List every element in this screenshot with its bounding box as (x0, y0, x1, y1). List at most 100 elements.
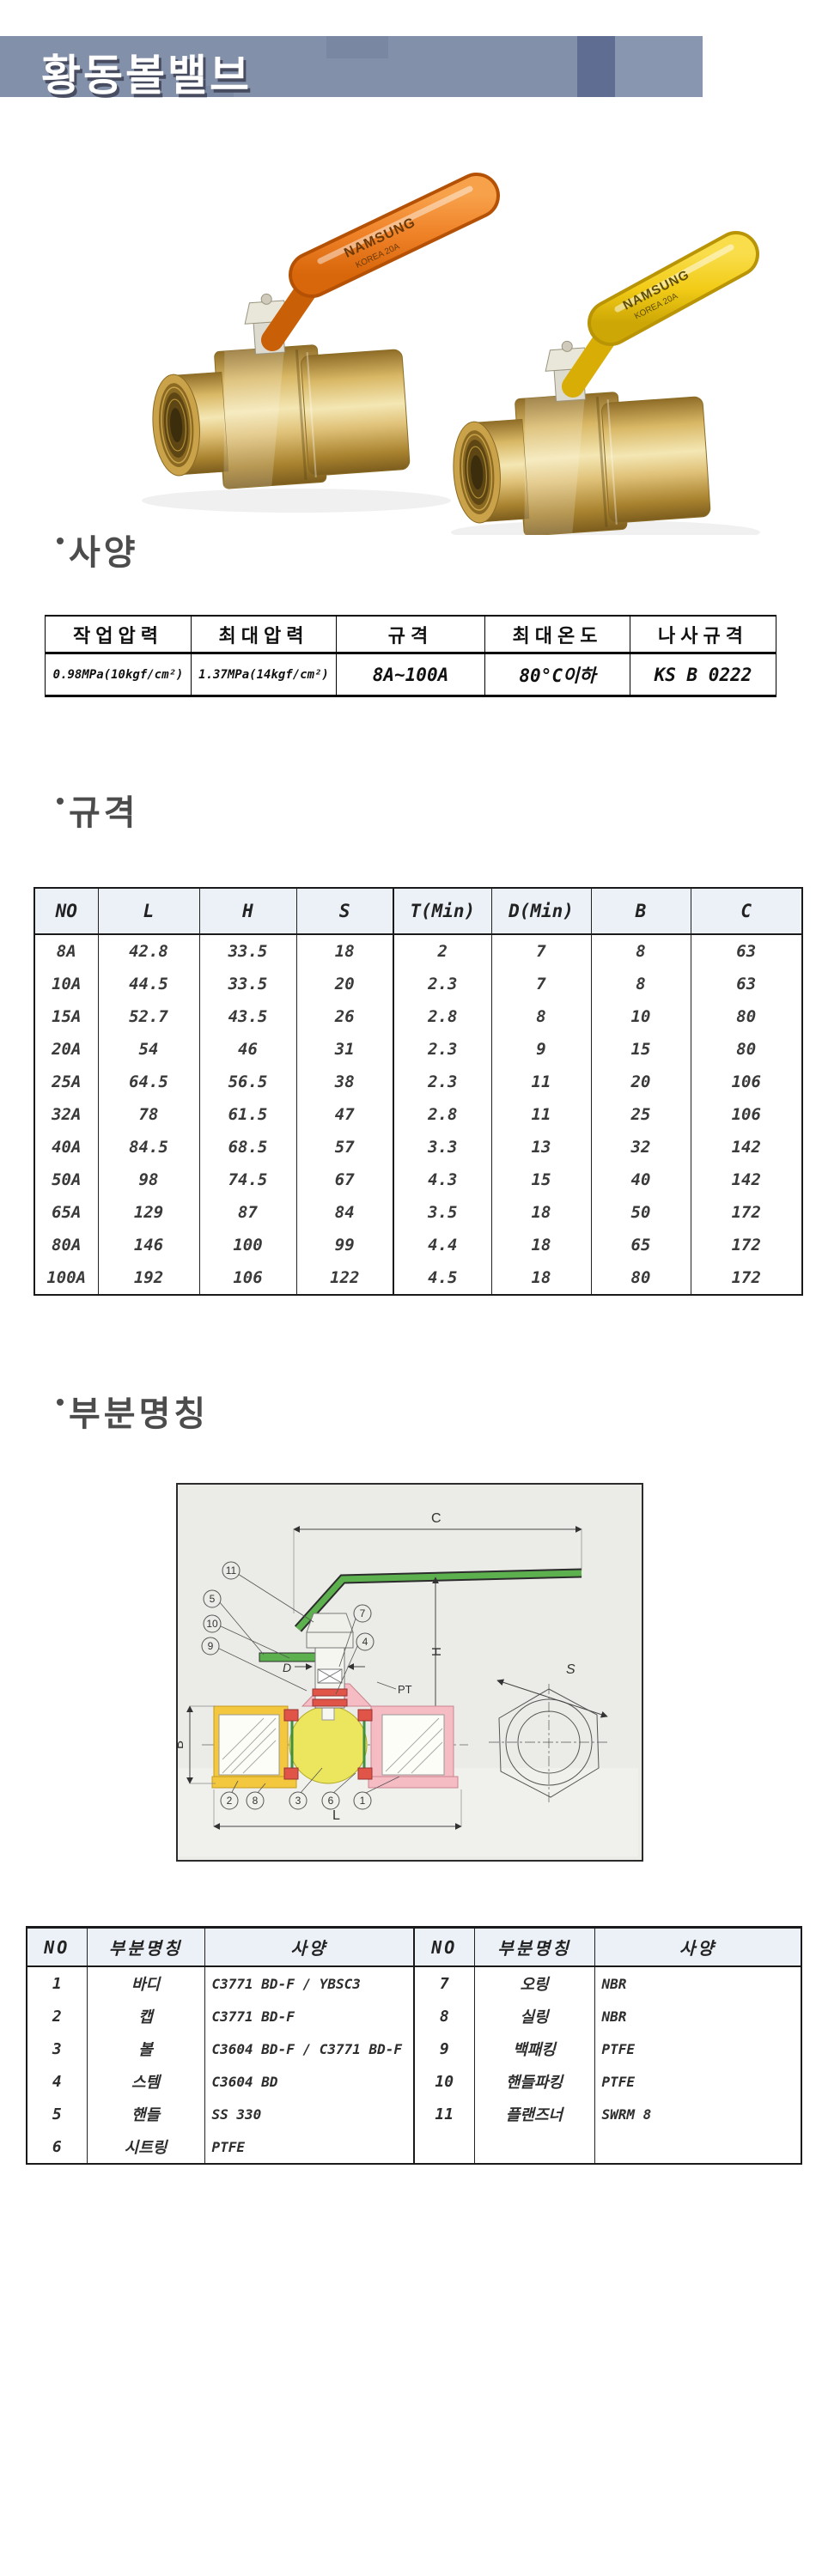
table-cell: 1 (52, 1974, 62, 1993)
table-cell: 99 (295, 1229, 393, 1261)
svg-text:1: 1 (360, 1795, 366, 1807)
table-cell: 80 (690, 1033, 802, 1066)
table-cell: 33.5 (198, 934, 296, 968)
svg-text:2: 2 (227, 1795, 233, 1807)
callout-6: 6 (321, 1772, 356, 1810)
table-cell: 65A (52, 1203, 82, 1222)
section-heading-spec: 사양 (57, 534, 139, 572)
table-cell: PTFE (594, 2065, 801, 2098)
dim-label-d: D (283, 1661, 291, 1674)
table-cell: C3604 BD-F / C3771 BD-F (204, 2032, 414, 2065)
svg-text:8: 8 (253, 1795, 259, 1807)
table-cell: 98 (97, 1163, 199, 1196)
table-cell: 시트링 (86, 2130, 204, 2164)
table-cell: 20A (52, 1040, 82, 1059)
table-cell: 20 (295, 968, 393, 1000)
heading-dot (57, 538, 64, 544)
table-cell: 15A (52, 1007, 82, 1026)
table-cell: 65 (590, 1229, 691, 1261)
table-cell: 9 (490, 1033, 591, 1066)
dim-label-l: L (332, 1808, 340, 1823)
table-cell: 백패킹 (473, 2032, 594, 2065)
table-cell: 8 (413, 2000, 474, 2032)
table-cell: 100A (46, 1268, 87, 1287)
table-cell: 2.3 (393, 1066, 491, 1098)
table-cell: 8 (490, 1000, 591, 1033)
table-row: 4 스템 C3604 BD 10 핸들파킹 PTFE (27, 2065, 801, 2098)
dim-label-h: H (429, 1647, 444, 1656)
callout-3: 3 (289, 1767, 323, 1810)
table-cell: 7 (490, 934, 591, 968)
table-cell: 26 (295, 1000, 393, 1033)
table-cell: 74.5 (198, 1163, 296, 1196)
table-row: 65A 129 87 84 3.5 18 50 172 (34, 1196, 802, 1229)
callout-2: 2 (220, 1780, 239, 1810)
svg-text:5: 5 (210, 1593, 216, 1605)
table-cell: 10 (413, 2065, 474, 2098)
svg-text:3: 3 (295, 1795, 301, 1807)
table-cell: 25 (590, 1098, 691, 1131)
column-header: L (97, 888, 199, 935)
column-header: 부분명칭 (473, 1927, 594, 1967)
table-cell: 2 (393, 934, 491, 968)
table-cell: 4.4 (393, 1229, 491, 1261)
column-header: NO (413, 1927, 474, 1967)
table-cell: 스템 (86, 2065, 204, 2098)
table-cell: 67 (295, 1163, 393, 1196)
section-heading-label: 부분명칭 (69, 1395, 210, 1433)
callout-1: 1 (353, 1776, 400, 1810)
table-cell: 13 (490, 1131, 591, 1163)
table-cell: 46 (198, 1033, 296, 1066)
table-cell: C3771 BD-F / YBSC3 (204, 1966, 414, 2000)
table-cell: 볼 (86, 2032, 204, 2065)
table-row: 8A 42.8 33.5 18 2 7 8 63 (34, 934, 802, 968)
table-cell: NBR (594, 1966, 801, 2000)
dim-label-s: S (566, 1662, 575, 1677)
table-row: 40A 84.5 68.5 57 3.3 13 32 142 (34, 1131, 802, 1163)
table-row: 50A 98 74.5 67 4.3 15 40 142 (34, 1163, 802, 1196)
table-row: 10A 44.5 33.5 20 2.3 7 8 63 (34, 968, 802, 1000)
table-cell: 11 (490, 1066, 591, 1098)
table-cell: 3 (52, 2039, 62, 2058)
valve-orange: NAMSUNG KOREA 20A (143, 173, 500, 495)
table-cell: 64.5 (97, 1066, 199, 1098)
table-cell: 32 (590, 1131, 691, 1163)
table-cell: 172 (690, 1261, 802, 1295)
parts-diagram: C H D B L PT (172, 1483, 643, 1862)
table-cell: PTFE (204, 2130, 414, 2164)
table-row: 0.98MPa(10kgf/cm²) 1.37MPa(14kgf/cm²) 8A~1… (45, 653, 776, 696)
table-cell: 6 (52, 2137, 62, 2156)
table-row: 25A 64.5 56.5 38 2.3 11 20 106 (34, 1066, 802, 1098)
table-cell: 50 (590, 1196, 691, 1229)
table-cell: 3.5 (393, 1196, 491, 1229)
table-row: 3 볼 C3604 BD-F / C3771 BD-F 9 백패킹 PTFE (27, 2032, 801, 2065)
callout-8: 8 (246, 1783, 266, 1810)
table-cell: 10A (52, 975, 82, 993)
section-heading-label: 사양 (69, 534, 139, 572)
table-cell: 9 (413, 2032, 474, 2065)
table-cell: 캡 (86, 2000, 204, 2032)
table-cell: 80°C이하 (484, 653, 630, 696)
table-cell: NBR (594, 2000, 801, 2032)
column-header: S (295, 888, 393, 935)
table-cell: 106 (690, 1098, 802, 1131)
banner-accent-block-bottom (198, 86, 234, 97)
table-cell (594, 2130, 801, 2164)
svg-text:9: 9 (208, 1640, 214, 1652)
title-banner: 황동볼밸브 (0, 36, 703, 100)
banner-dark-block (577, 36, 615, 97)
column-header: 최대압력 (191, 616, 337, 654)
table-cell: 80 (590, 1261, 691, 1295)
table-cell: 18 (490, 1229, 591, 1261)
table-cell: 40A (52, 1138, 82, 1157)
table-cell: 0.98MPa(10kgf/cm²) (45, 653, 192, 696)
svg-text:6: 6 (328, 1795, 334, 1807)
table-row: 100A 192 106 122 4.5 18 80 172 (34, 1261, 802, 1295)
column-header: C (690, 888, 802, 935)
table-cell: 1.37MPa(14kgf/cm²) (191, 653, 337, 696)
table-row: 15A 52.7 43.5 26 2.8 8 10 80 (34, 1000, 802, 1033)
banner-right-block (615, 36, 703, 97)
table-cell: 바디 (86, 1966, 204, 2000)
column-header: 나사규격 (630, 616, 776, 654)
table-cell: SWRM 8 (594, 2098, 801, 2130)
